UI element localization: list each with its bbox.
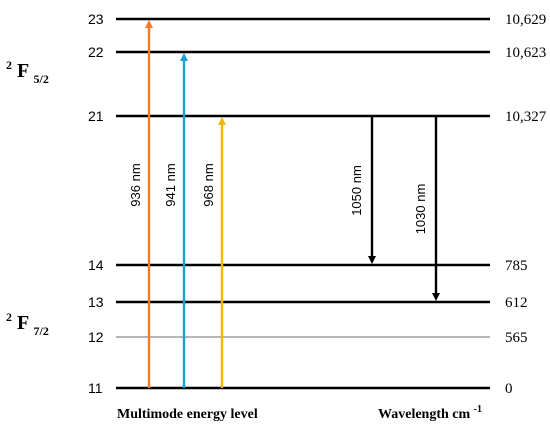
right-axis-caption: Wavelength cm -1	[378, 404, 482, 422]
transition-wavelength-label: 936 nm	[128, 163, 143, 206]
level-wavenumber: 0	[505, 381, 513, 397]
lower-state-sup: 2	[6, 310, 12, 324]
upper-state-sub: 5/2	[33, 72, 48, 86]
right-axis-caption-text: Wavelength cm	[378, 407, 470, 422]
lower-state-label: 2 F 7/2	[6, 304, 49, 338]
level-wavenumber: 612	[505, 295, 528, 311]
level-wavenumber: 10,623	[505, 45, 546, 61]
transition-wavelength-label: 968 nm	[201, 163, 216, 206]
right-axis-caption-sup: -1	[474, 404, 482, 415]
left-axis-caption: Multimode energy level	[117, 407, 258, 422]
upper-state-base: F	[17, 60, 29, 82]
energy-levels: 23 10,629 22 10,623 21 10,327 14 785 13 612 12 565 1…	[88, 11, 547, 397]
level-wavenumber: 10,327	[505, 109, 547, 125]
lower-state-base: F	[17, 312, 29, 334]
transition-wavelength-label: 1050 nm	[349, 165, 364, 216]
transition-arrows: 936 nm 941 nm 968 nm 1050 nm 1030 nm	[128, 20, 440, 388]
upper-state-sup: 2	[6, 58, 12, 72]
level-number: 21	[88, 108, 104, 124]
transition-wavelength-label: 941 nm	[163, 163, 178, 206]
level-number: 11	[88, 380, 103, 396]
level-number: 22	[88, 44, 104, 60]
level-number: 12	[88, 329, 104, 345]
upper-state-label: 2 F 5/2	[6, 52, 49, 86]
level-wavenumber: 565	[505, 330, 528, 346]
level-wavenumber: 10,629	[505, 12, 546, 28]
level-number: 23	[88, 11, 104, 27]
level-number: 13	[88, 294, 104, 310]
transition-wavelength-label: 1030 nm	[413, 184, 428, 235]
level-wavenumber: 785	[505, 258, 528, 274]
lower-state-sub: 7/2	[33, 324, 48, 338]
level-number: 14	[88, 257, 104, 273]
